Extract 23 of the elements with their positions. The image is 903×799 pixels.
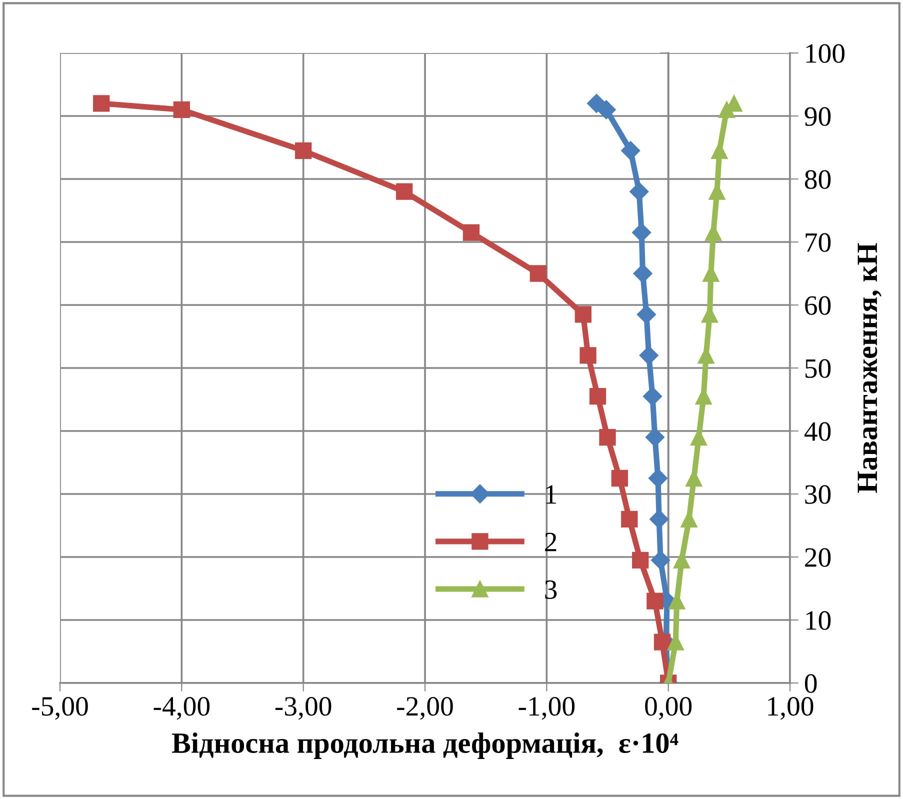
y-tick-label: 70 (806, 233, 831, 252)
x-tick-label: 1,00 (768, 696, 814, 720)
legend-label: 1 (546, 485, 556, 504)
y-tick-label: 40 (804, 422, 831, 441)
x-tick-label: -3,00 (275, 696, 332, 720)
y-tick-label: 10 (806, 611, 831, 630)
legend-label: 3 (545, 580, 557, 600)
y-tick-label: 20 (805, 548, 831, 567)
x-tick-label: -4,00 (154, 696, 210, 720)
x-axis-title: Відносна продольна деформація, ε·10⁴ (172, 732, 678, 759)
legend-label: 2 (545, 532, 556, 552)
y-tick-label: 0 (804, 674, 817, 693)
y-axis-title: Навантаження, кН (858, 243, 882, 493)
x-tick-label: 0,00 (645, 696, 692, 720)
x-tick-label: -1,00 (518, 696, 575, 720)
y-tick-label: 60 (805, 296, 831, 315)
y-tick-label: 100 (806, 44, 844, 63)
y-tick-label: 30 (805, 485, 831, 504)
x-tick-label: -5,00 (32, 696, 88, 720)
y-tick-label: 50 (806, 359, 831, 378)
y-tick-label: 80 (804, 170, 831, 189)
x-tick-label: -2,00 (397, 696, 453, 720)
y-tick-label: 90 (804, 107, 831, 126)
